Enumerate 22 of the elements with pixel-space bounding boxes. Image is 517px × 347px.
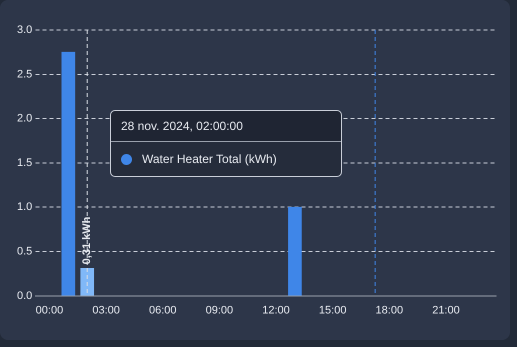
bar — [80, 268, 94, 296]
annotation: 28 nov. 2024, 02:00:00 — [121, 119, 243, 133]
x-tick-label: 21:00 — [432, 304, 460, 316]
legend-label: Water Heater Total (kWh) — [142, 152, 277, 166]
y-tick-label: 2.0 — [16, 112, 32, 125]
data-label: 0,31 kWh — [81, 216, 94, 264]
x-tick-label: 00:00 — [36, 304, 64, 316]
x-tick-label: 03:00 — [92, 304, 120, 316]
y-tick-label: 0.5 — [16, 246, 32, 258]
x-tick-label: 18:00 — [376, 304, 404, 316]
tooltip-card: 28 nov. 2024, 02:00:00 Water Heater Total (kWh) — [110, 110, 342, 177]
x-tick-label: 12:00 — [262, 304, 290, 316]
bar — [288, 206, 302, 296]
x-tick-label: 06:00 — [148, 304, 177, 316]
bar — [62, 52, 76, 296]
y-tick-label: 1.0 — [16, 201, 32, 214]
y-tick-label: 3.0 — [16, 24, 32, 36]
y-tick-label: 0.0 — [16, 290, 32, 302]
x-tick-label: 09:00 — [206, 304, 234, 316]
y-tick-label: 1.5 — [16, 156, 32, 169]
x-tick-label: 15:00 — [318, 304, 346, 316]
y-tick-label: 2.5 — [16, 68, 32, 80]
